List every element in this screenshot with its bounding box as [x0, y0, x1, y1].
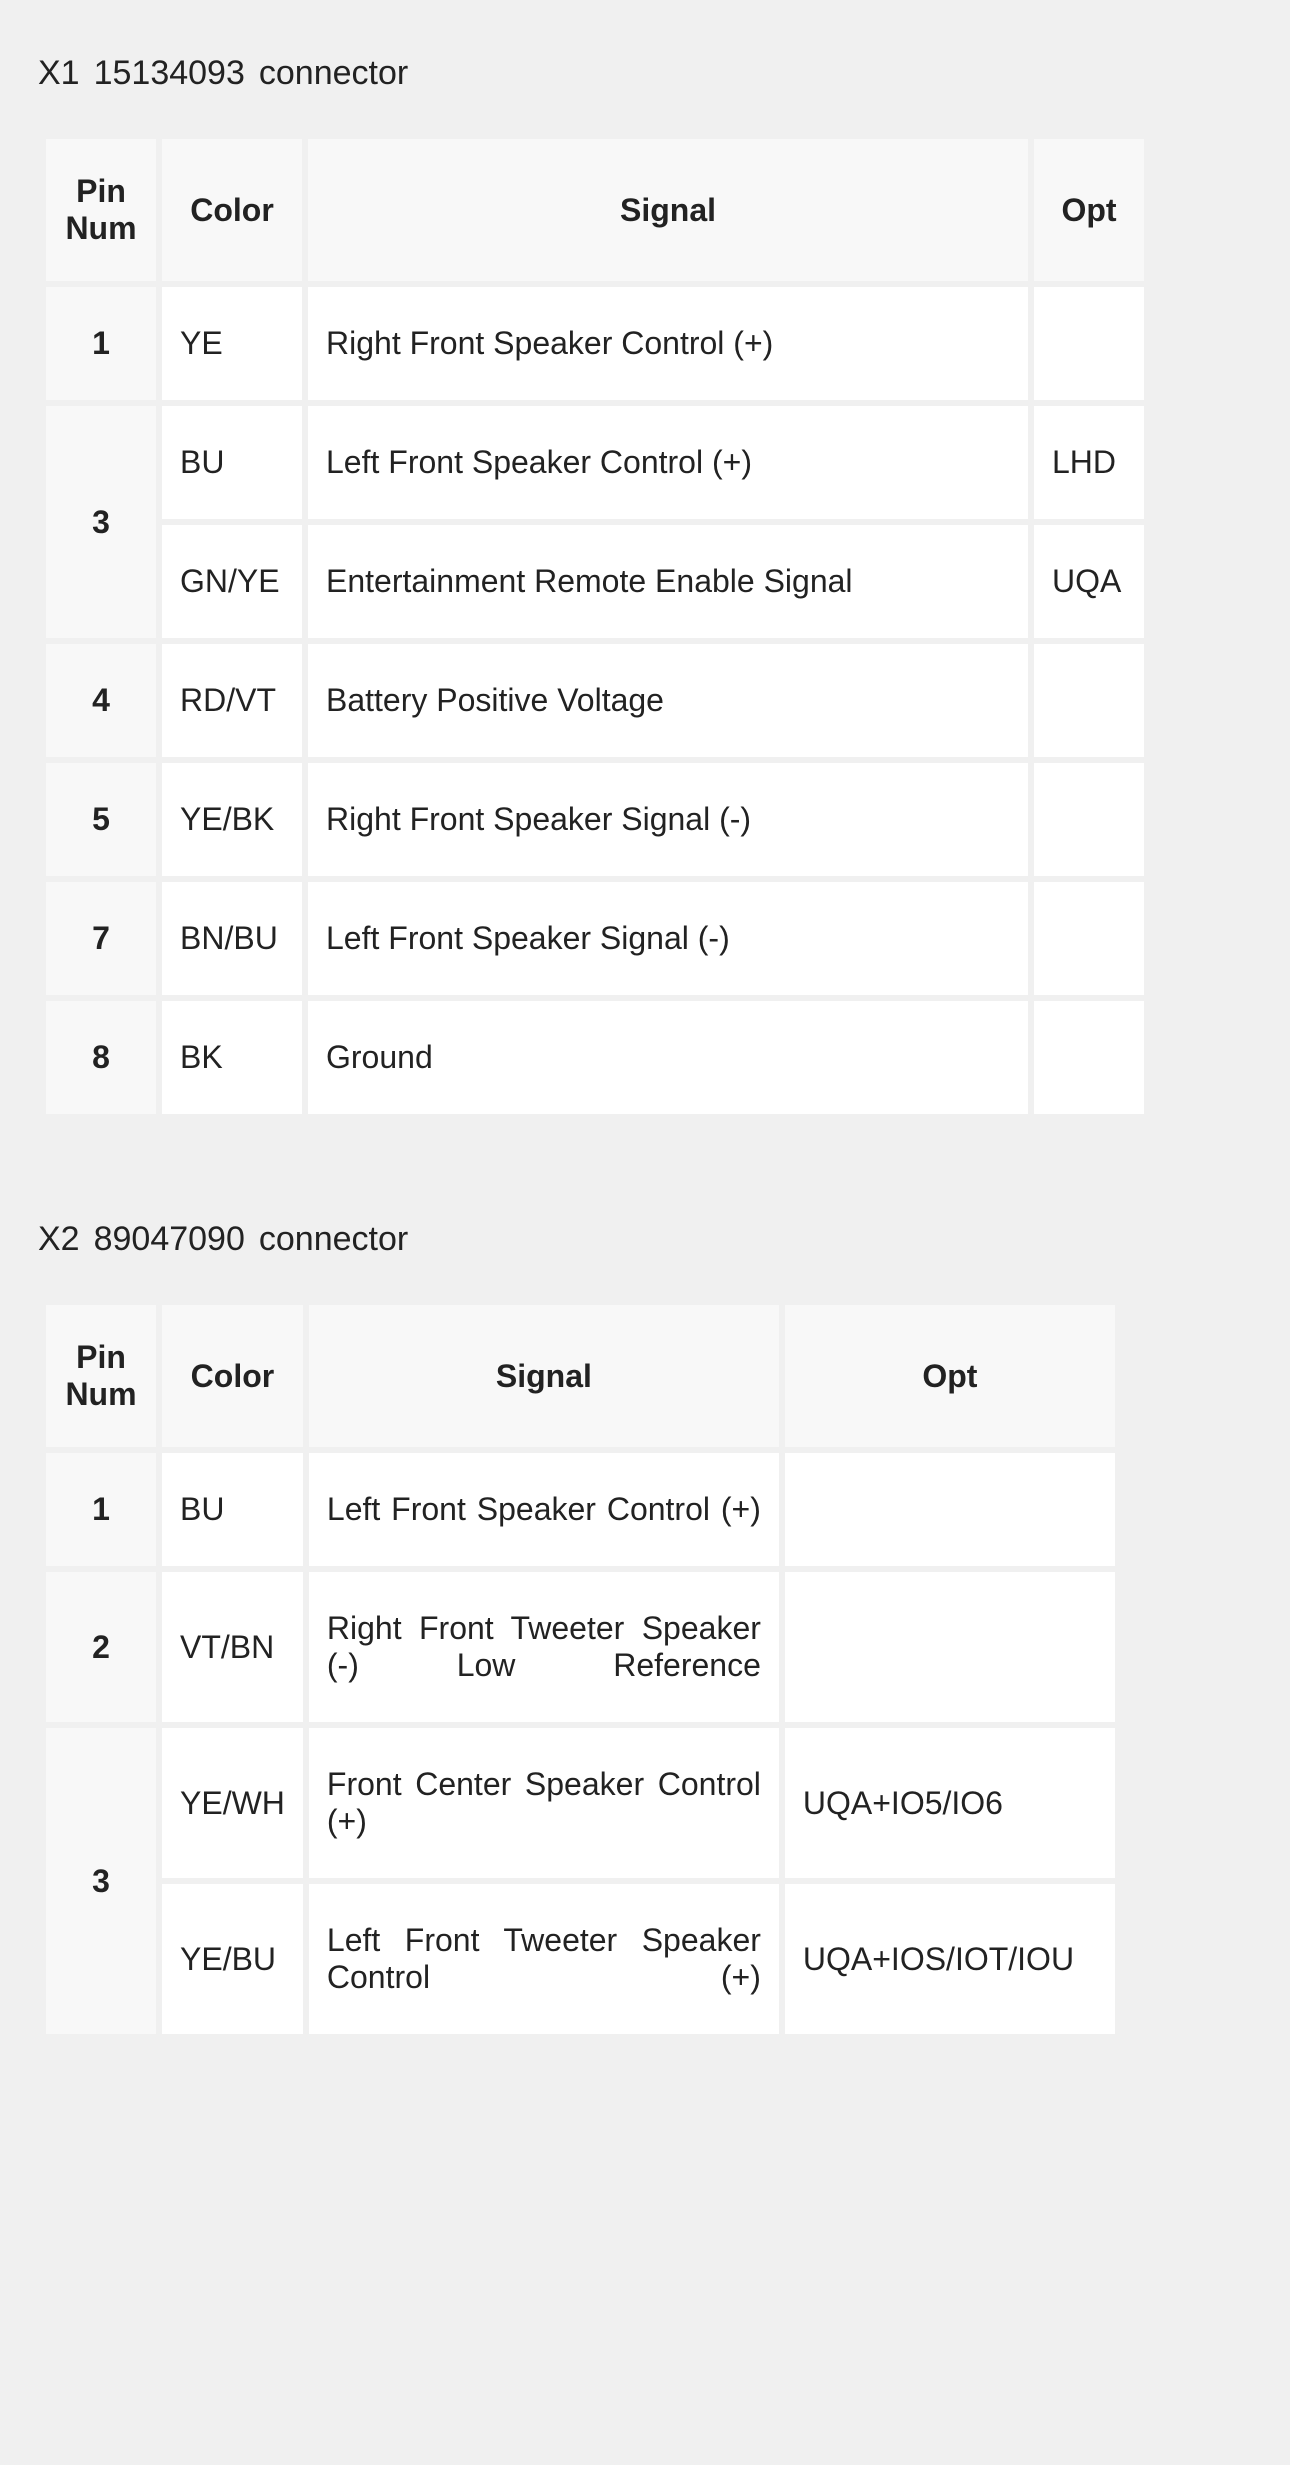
cell-color: YE/WH [162, 1728, 303, 1878]
cell-signal: Right Front Speaker Control (+) [308, 287, 1028, 400]
cell-color: VT/BN [162, 1572, 303, 1722]
connector-table-x1: Pin NumColorSignalOpt1YERight Front Spea… [40, 133, 1150, 1120]
cell-pin: 7 [46, 882, 156, 995]
cell-signal: Battery Positive Voltage [308, 644, 1028, 757]
title-prefix: X1 [38, 54, 80, 92]
table-row: 3YE/WHFront Center Speaker Control (+)UQ… [46, 1728, 1115, 1878]
table-row: 1BULeft Front Speaker Control (+) [46, 1453, 1115, 1566]
table-row: 5YE/BKRight Front Speaker Signal (-) [46, 763, 1144, 876]
cell-signal: Left Front Speaker Signal (-) [308, 882, 1028, 995]
cell-opt: UQA+IO5/IO6 [785, 1728, 1115, 1878]
cell-pin: 2 [46, 1572, 156, 1722]
cell-color: BU [162, 1453, 303, 1566]
table-row: 8BKGround [46, 1001, 1144, 1114]
cell-color: YE/BU [162, 1884, 303, 2034]
title-code: 15134093 [94, 54, 245, 92]
connector-table-x2: Pin NumColorSignalOpt1BULeft Front Speak… [40, 1299, 1121, 2040]
title-suffix: connector [259, 1220, 408, 1258]
title-suffix: connector [259, 54, 408, 92]
cell-color: YE/BK [162, 763, 302, 876]
cell-opt: UQA+IOS/IOT/IOU [785, 1884, 1115, 2034]
title-prefix: X2 [38, 1220, 80, 1258]
table-row: 3BULeft Front Speaker Control (+)LHD [46, 406, 1144, 519]
section-title-x1: X1 15134093 connector [38, 54, 1260, 93]
cell-opt: UQA [1034, 525, 1144, 638]
section-title-x2: X2 89047090 connector [38, 1220, 1260, 1259]
cell-signal: Front Center Speaker Control (+) [309, 1728, 779, 1878]
table-row: 2VT/BNRight Front Tweeter Speaker (-) Lo… [46, 1572, 1115, 1722]
cell-color: RD/VT [162, 644, 302, 757]
column-header-color: Color [162, 1305, 303, 1447]
table-row: GN/YEEntertainment Remote Enable SignalU… [46, 525, 1144, 638]
cell-pin: 1 [46, 287, 156, 400]
cell-opt: LHD [1034, 406, 1144, 519]
cell-opt [785, 1572, 1115, 1722]
cell-pin: 1 [46, 1453, 156, 1566]
cell-opt [785, 1453, 1115, 1566]
cell-opt [1034, 1001, 1144, 1114]
column-header-color: Color [162, 139, 302, 281]
cell-color: GN/YE [162, 525, 302, 638]
column-header-signal: Signal [308, 139, 1028, 281]
cell-opt [1034, 644, 1144, 757]
cell-opt [1034, 763, 1144, 876]
cell-color: BN/BU [162, 882, 302, 995]
cell-pin: 5 [46, 763, 156, 876]
column-header-opt: Opt [1034, 139, 1144, 281]
column-header-pin: Pin Num [46, 139, 156, 281]
cell-opt [1034, 287, 1144, 400]
table-row: YE/BULeft Front Tweeter Speaker Control … [46, 1884, 1115, 2034]
table-row: 1YERight Front Speaker Control (+) [46, 287, 1144, 400]
cell-color: BK [162, 1001, 302, 1114]
cell-signal: Entertainment Remote Enable Signal [308, 525, 1028, 638]
cell-pin: 3 [46, 1728, 156, 2034]
cell-signal: Left Front Speaker Control (+) [308, 406, 1028, 519]
table-row: 7BN/BULeft Front Speaker Signal (-) [46, 882, 1144, 995]
cell-signal: Left Front Speaker Control (+) [309, 1453, 779, 1566]
cell-pin: 3 [46, 406, 156, 638]
cell-signal: Right Front Speaker Signal (-) [308, 763, 1028, 876]
cell-pin: 8 [46, 1001, 156, 1114]
cell-signal: Right Front Tweeter Speaker (-) Low Refe… [309, 1572, 779, 1722]
cell-signal: Ground [308, 1001, 1028, 1114]
cell-color: BU [162, 406, 302, 519]
column-header-opt: Opt [785, 1305, 1115, 1447]
cell-signal: Left Front Tweeter Speaker Control (+) [309, 1884, 779, 2034]
cell-opt [1034, 882, 1144, 995]
cell-pin: 4 [46, 644, 156, 757]
cell-color: YE [162, 287, 302, 400]
table-row: 4RD/VTBattery Positive Voltage [46, 644, 1144, 757]
title-code: 89047090 [94, 1220, 245, 1258]
column-header-signal: Signal [309, 1305, 779, 1447]
column-header-pin: Pin Num [46, 1305, 156, 1447]
